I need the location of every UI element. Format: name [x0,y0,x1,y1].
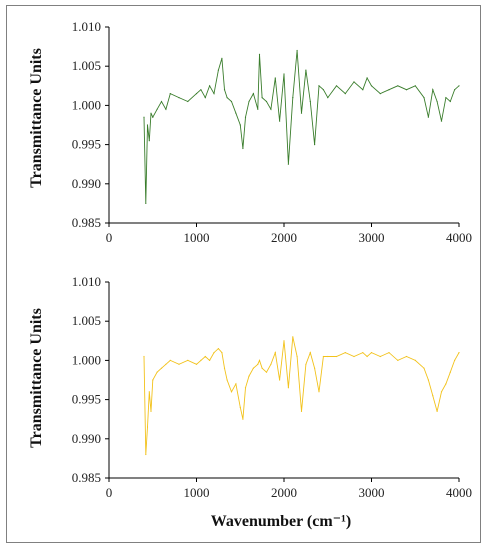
y-tick-label: 0.985 [72,215,101,230]
y-tick-label: 1.010 [72,274,101,289]
series-line-bottom [143,336,460,455]
axes-top [108,27,459,224]
chart-figure: Transmittance Units 0.985 0.990 0.995 1.000… [28,19,472,530]
y-tick-label: 1.010 [72,19,101,34]
x-tick-label: 1000 [184,485,210,500]
chart-bottom: Transmittance Units 0.985 0.990 0.995 1.000… [28,274,472,530]
x-tick-label: 0 [106,230,113,245]
series-line-top [143,50,460,204]
ylabel-bottom: Transmittance Units [28,308,45,448]
ticks-top: 0.985 0.990 0.995 1.000 1.005 1.010 0 1000 2000 3… [72,19,472,245]
ylabel-top: Transmittance Units [28,48,45,188]
xlabel-bottom: Wavenumber (cm⁻¹) [211,513,351,530]
x-tick-label: 4000 [446,485,472,500]
y-tick-label: 1.000 [72,97,101,112]
figure-frame: Transmittance Units 0.985 0.990 0.995 1.000… [6,5,481,543]
y-tick-label: 1.005 [72,313,101,328]
y-tick-label: 0.995 [72,137,101,152]
y-tick-label: 0.990 [72,176,101,191]
y-tick-label: 0.990 [72,431,101,446]
axes-bottom [108,282,459,479]
y-tick-label: 0.985 [72,470,101,485]
x-tick-label: 4000 [446,230,472,245]
x-tick-label: 2000 [271,230,297,245]
chart-top: Transmittance Units 0.985 0.990 0.995 1.000… [28,19,472,245]
x-tick-label: 2000 [271,485,297,500]
x-tick-label: 3000 [359,230,385,245]
x-tick-label: 3000 [359,485,385,500]
y-tick-label: 1.000 [72,352,101,367]
y-tick-label: 1.005 [72,58,101,73]
x-tick-label: 0 [106,485,113,500]
y-tick-label: 0.995 [72,392,101,407]
ticks-bottom: 0.985 0.990 0.995 1.000 1.005 1.010 0 1000 2000 3… [72,274,472,500]
x-tick-label: 1000 [184,230,210,245]
